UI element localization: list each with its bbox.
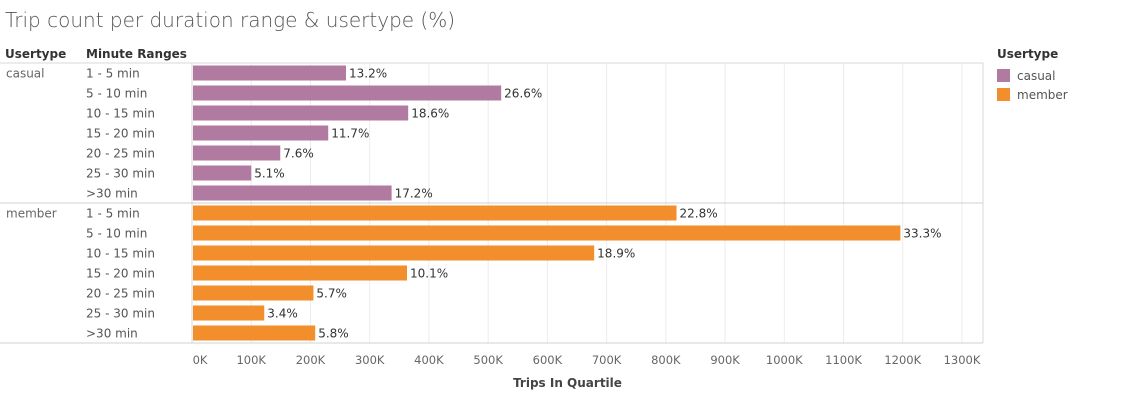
data-label: 22.8% (680, 207, 718, 221)
legend: Usertype casual member (997, 47, 1068, 104)
bar-member-0 (193, 205, 677, 221)
data-label: 13.2% (349, 67, 387, 81)
bar-member-3 (193, 265, 408, 281)
category-label: 1 - 5 min (86, 67, 140, 81)
x-tick-label: 600K (533, 353, 563, 367)
category-label: 10 - 15 min (86, 107, 155, 121)
category-label: 10 - 15 min (86, 247, 155, 261)
data-label: 17.2% (395, 187, 433, 201)
category-label: 20 - 25 min (86, 287, 155, 301)
data-label: 33.3% (903, 227, 941, 241)
usertype-header: Usertype (5, 47, 67, 61)
legend-swatch-casual (997, 69, 1010, 82)
x-tick-label: 800K (651, 353, 681, 367)
x-tick-label: 200K (296, 353, 326, 367)
usertype-label-casual: casual (6, 67, 45, 81)
category-label: 15 - 20 min (86, 267, 155, 281)
x-tick-label: 500K (473, 353, 503, 367)
legend-item-casual[interactable]: casual (997, 66, 1068, 85)
category-label: 15 - 20 min (86, 127, 155, 141)
bar-casual-6 (193, 185, 392, 201)
x-tick-label: 900K (710, 353, 740, 367)
legend-swatch-member (997, 88, 1010, 101)
data-label: 18.6% (411, 107, 449, 121)
legend-label-casual: casual (1017, 68, 1056, 83)
legend-label-member: member (1017, 87, 1068, 102)
data-label: 5.8% (318, 327, 349, 341)
x-tick-label: 1000K (766, 353, 803, 367)
minute-ranges-header: Minute Ranges (86, 47, 187, 61)
data-label: 18.9% (597, 247, 635, 261)
chart-title: Trip count per duration range & usertype… (5, 8, 456, 32)
bar-casual-4 (193, 145, 281, 161)
category-label: 5 - 10 min (86, 227, 147, 241)
data-label: 3.4% (267, 307, 298, 321)
category-label: 5 - 10 min (86, 87, 147, 101)
x-tick-label: 1100K (825, 353, 862, 367)
category-label: 25 - 30 min (86, 167, 155, 181)
category-label: >30 min (86, 327, 138, 341)
data-label: 7.6% (283, 147, 314, 161)
bar-member-2 (193, 245, 595, 261)
data-label: 5.1% (254, 167, 285, 181)
legend-title: Usertype (997, 47, 1059, 61)
x-tick-label: 1300K (944, 353, 981, 367)
x-tick-label: 0K (193, 353, 208, 367)
category-label: 20 - 25 min (86, 147, 155, 161)
data-label: 5.7% (316, 287, 347, 301)
bar-casual-1 (193, 85, 502, 101)
legend-item-member[interactable]: member (997, 85, 1068, 104)
x-tick-label: 100K (236, 353, 266, 367)
x-tick-label: 700K (592, 353, 622, 367)
bar-member-1 (193, 225, 901, 241)
bar-member-6 (193, 325, 316, 341)
bar-casual-3 (193, 125, 329, 141)
bar-casual-0 (193, 65, 346, 81)
x-tick-label: 400K (414, 353, 444, 367)
bar-member-4 (193, 285, 314, 301)
data-label: 26.6% (504, 87, 542, 101)
category-label: >30 min (86, 187, 138, 201)
category-label: 25 - 30 min (86, 307, 155, 321)
bar-member-5 (193, 305, 265, 321)
x-tick-label: 1200K (884, 353, 921, 367)
bar-casual-5 (193, 165, 252, 181)
x-axis-title: Trips In Quartile (513, 376, 622, 390)
data-label: 10.1% (410, 267, 448, 281)
bar-casual-2 (193, 105, 409, 121)
category-label: 1 - 5 min (86, 207, 140, 221)
data-label: 11.7% (331, 127, 369, 141)
usertype-label-member: member (6, 207, 57, 221)
x-tick-label: 300K (355, 353, 385, 367)
